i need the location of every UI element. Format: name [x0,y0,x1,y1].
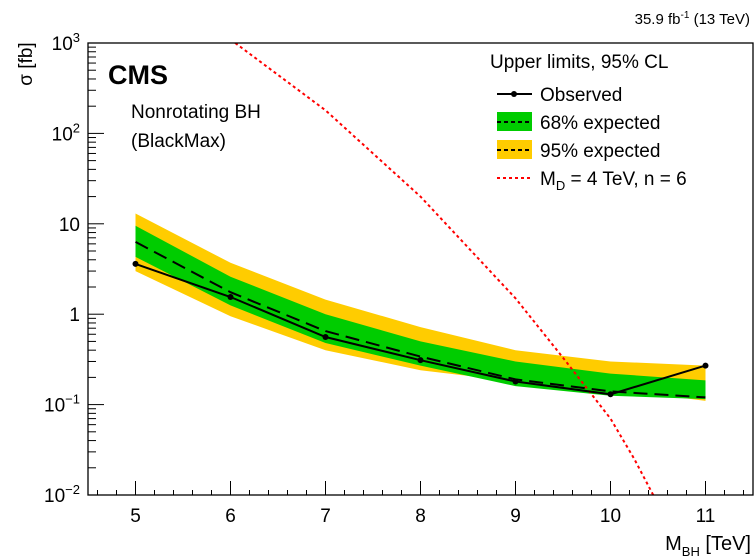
y-tick-label: 102 [52,120,80,145]
y-tick-label: 10−1 [44,392,80,417]
legend-observed-label: Observed [540,85,622,106]
luminosity-label: 35.9 fb-1 (13 TeV) [635,10,750,28]
y-tick-label: 10 [59,215,80,236]
legend-theory-label: MD = 4 TeV, n = 6 [540,169,687,193]
theory-line [234,43,655,495]
experiment-label: CMS [108,60,168,90]
expected-curve [135,241,706,399]
x-tick-label: 10 [600,506,621,527]
band-68-expected [135,225,706,400]
observed-point [417,357,424,364]
model-label-line1: Nonrotating BH [131,102,261,123]
y-axis-label: σ [fb] [16,42,37,85]
legend-95-label: 95% expected [540,141,660,162]
observed-point [227,293,234,300]
observed-curve [132,260,709,398]
observed-point [702,362,709,369]
y-axis: 10−2 10−1 1 10 102 103 [44,30,104,507]
observed-point [607,391,614,398]
x-tick-label: 7 [320,506,331,527]
observed-point [512,378,519,385]
legend-observed-marker [511,91,517,97]
x-tick-label: 8 [415,506,426,527]
x-axis: 5 6 7 8 9 10 11 [97,481,744,527]
y-tick-label: 103 [52,30,80,55]
theory-curve [234,43,655,495]
expected-line [135,241,706,399]
y-tick-label: 1 [69,305,80,326]
expected-bands [135,213,706,401]
x-tick-label: 5 [130,506,141,527]
x-axis-label: MBH [TeV] [665,533,751,557]
x-tick-label: 11 [696,506,716,527]
model-label-line2: (BlackMax) [131,131,226,152]
observed-point [132,260,139,267]
observed-point [322,333,329,340]
band-95-expected [135,213,706,401]
legend-header: Upper limits, 95% CL [490,52,668,73]
legend-68-label: 68% expected [540,113,660,134]
x-tick-label: 9 [510,506,521,527]
legend: Upper limits, 95% CL Observed 68% expect… [490,52,687,193]
x-tick-label: 6 [225,506,236,527]
y-tick-label: 10−2 [44,482,80,507]
